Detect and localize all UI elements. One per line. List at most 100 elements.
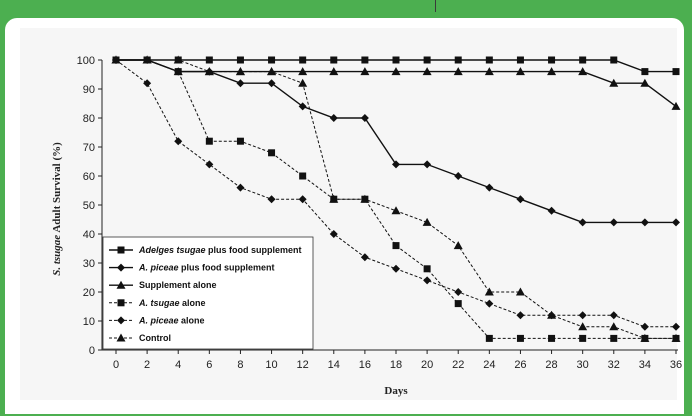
x-tick-label: 12	[297, 359, 309, 371]
series-3-point	[671, 101, 681, 110]
series-6-point	[235, 67, 245, 76]
series-3-point	[453, 67, 463, 76]
x-tick-label: 0	[113, 359, 119, 371]
legend-label: Adelges tsugae plus food supplement	[138, 245, 302, 255]
series-6-point	[671, 333, 681, 342]
series-4-point	[268, 149, 276, 157]
series-6-point	[204, 67, 214, 76]
y-tick-label: 60	[83, 171, 95, 183]
x-tick-label: 16	[359, 359, 371, 371]
series-3-point	[422, 67, 432, 76]
series-4-point	[454, 300, 462, 308]
legend-item-1: Adelges tsugae plus food supplement	[109, 245, 302, 255]
series-2-point	[329, 114, 338, 122]
legend: Adelges tsugae plus food supplement A. pi…	[102, 236, 314, 350]
y-tick-label: 0	[89, 345, 95, 357]
series-5-point	[329, 230, 338, 238]
series-2-point	[547, 206, 556, 215]
series-1-point	[392, 56, 400, 64]
x-tick-label: 14	[328, 359, 340, 371]
x-tick-label: 10	[265, 359, 277, 371]
x-tick-label: 6	[206, 359, 212, 371]
series-layer	[111, 55, 681, 342]
series-2-point	[516, 195, 525, 204]
series-4-point	[516, 334, 524, 342]
series-1-point	[548, 56, 556, 64]
series-1-point	[299, 56, 307, 64]
series-3	[111, 55, 681, 110]
series-2-point	[360, 114, 369, 122]
series-2-point	[267, 79, 276, 88]
series-1-point	[485, 56, 493, 64]
y-tick-label: 90	[83, 84, 95, 96]
series-3-point	[298, 67, 308, 76]
y-tick-label: 50	[83, 200, 95, 212]
y-tick-label: 70	[83, 142, 95, 154]
x-tick-label: 36	[670, 359, 682, 371]
series-5-point	[640, 322, 649, 331]
y-axis-title-part: Adult Survival (%)	[51, 142, 63, 235]
series-4-point	[548, 334, 556, 342]
legend-item-3: Supplement alone	[109, 280, 217, 290]
x-tick-label: 8	[237, 359, 243, 371]
series-6-point	[298, 78, 308, 87]
series-4-point	[205, 137, 213, 145]
series-3-line	[116, 59, 677, 107]
series-6-point	[360, 194, 370, 203]
series-3-point	[547, 67, 557, 76]
top-edge-tick	[435, 0, 436, 12]
series-3-point	[391, 67, 401, 76]
legend-label-part: plus food supplement	[179, 263, 275, 273]
series-6-point	[484, 287, 494, 296]
series-5-point	[267, 195, 276, 204]
series-3-point	[360, 67, 370, 76]
series-2-point	[640, 218, 649, 227]
series-1-point	[672, 68, 680, 76]
series-1-point	[330, 56, 338, 64]
legend-label-part: A. piceae	[138, 315, 179, 325]
series-2-point	[236, 79, 245, 88]
series-3-point	[640, 78, 650, 87]
x-tick-label: 22	[452, 359, 464, 371]
y-tick-label: 100	[77, 55, 95, 67]
series-5	[112, 56, 680, 331]
legend-swatch-marker	[117, 316, 125, 325]
y-axis-ticks: 0 10 20 30 40 50 60 70 80 90 100	[77, 55, 102, 357]
series-4-point	[579, 334, 587, 342]
series-6-point	[422, 217, 432, 226]
series-2	[112, 56, 680, 227]
series-6-point	[142, 55, 152, 64]
series-1-point	[641, 68, 649, 76]
series-1-point	[236, 56, 244, 64]
series-5-point	[516, 311, 525, 320]
legend-label-part: A. piceae	[138, 263, 179, 273]
legend-box	[102, 236, 314, 350]
legend-label-part: Supplement alone	[139, 280, 217, 290]
x-tick-label: 4	[175, 359, 181, 371]
legend-label-part: plus food supplement	[206, 245, 302, 255]
y-axis-title-part: S. tsugae	[51, 235, 63, 276]
series-5-point	[609, 311, 618, 320]
legend-label-part: alone	[180, 298, 206, 308]
series-4-point	[236, 137, 244, 145]
series-6-point	[329, 194, 339, 203]
y-tick-label: 80	[83, 113, 95, 125]
series-2-point	[423, 160, 432, 169]
series-1-point	[454, 56, 462, 64]
legend-swatch-marker	[116, 280, 126, 289]
legend-item-6: Control	[109, 333, 171, 343]
legend-label-part: alone	[179, 315, 205, 325]
legend-label: A. tsugae alone	[138, 298, 206, 308]
x-tick-label: 34	[639, 359, 651, 371]
series-3-point	[578, 67, 588, 76]
series-6-point	[609, 322, 619, 331]
x-tick-label: 18	[390, 359, 402, 371]
series-2-point	[609, 218, 618, 227]
series-3-point	[515, 67, 525, 76]
x-tick-label: 26	[514, 359, 526, 371]
series-4-point	[485, 334, 493, 342]
legend-label-part: Control	[139, 333, 171, 343]
series-5-point	[672, 322, 680, 331]
series-1-point	[423, 56, 431, 64]
